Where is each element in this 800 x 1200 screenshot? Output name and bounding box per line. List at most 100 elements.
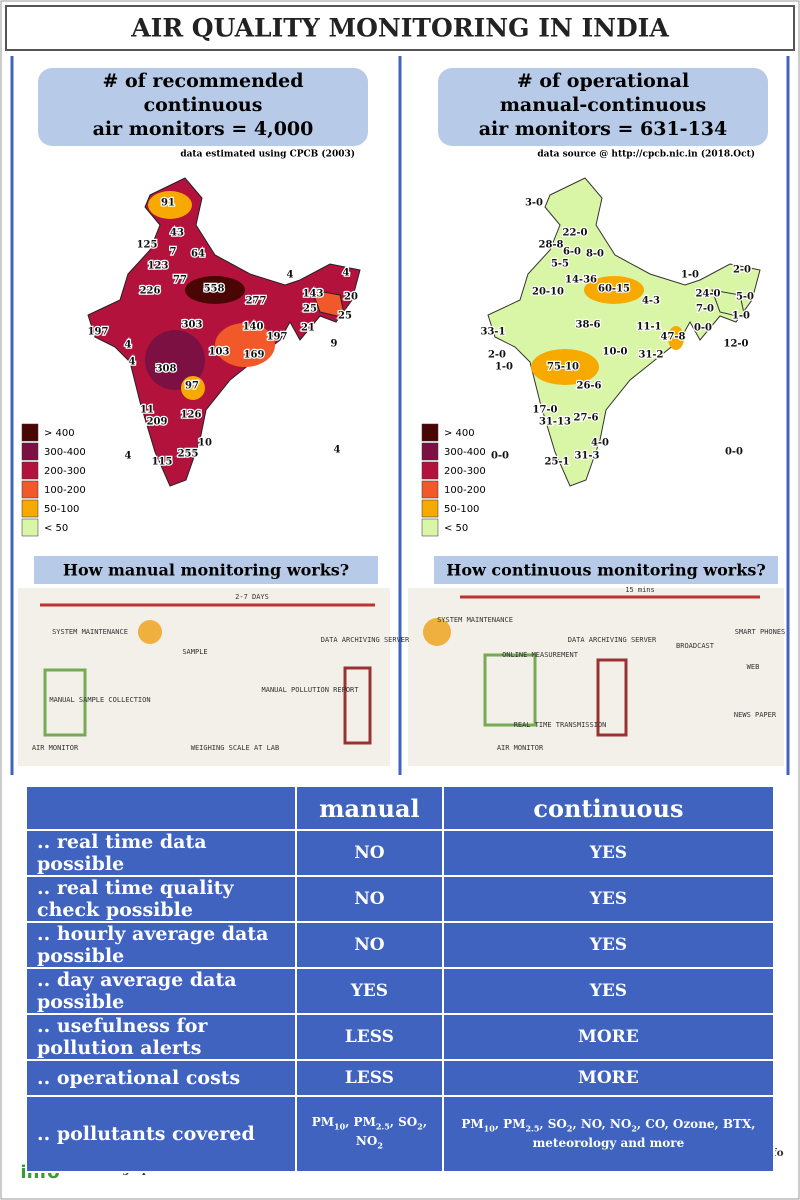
sketch-label: WEIGHING SCALE AT LAB	[191, 744, 280, 752]
sketch-label: WEB	[747, 663, 760, 671]
legend-label: 50-100	[444, 504, 479, 515]
map-label: 169	[244, 350, 265, 361]
map-label: 21	[301, 323, 315, 334]
map-label: 24-0	[695, 289, 720, 300]
map-label: 6-0	[563, 247, 581, 258]
text-segment: PM	[311, 1114, 335, 1129]
map-label: 8-0	[586, 249, 604, 260]
legend-swatch	[421, 423, 439, 442]
map-label: 0-0	[725, 447, 743, 458]
map-label: 26-6	[576, 381, 601, 392]
heading-line: air monitors = 4,000	[93, 118, 314, 140]
table-cell: .. pollutants covered	[25, 1095, 297, 1173]
sketch-label: MANUAL SAMPLE COLLECTION	[49, 696, 150, 704]
map-label: 31-3	[574, 451, 599, 462]
table-cell: NO	[294, 829, 444, 877]
sketch-continuous	[408, 588, 784, 766]
map-label: 1-0	[495, 362, 513, 373]
map-label: 20-10	[532, 287, 564, 298]
text-segment: 2	[566, 1123, 573, 1134]
map-label: 25	[338, 311, 352, 322]
legend-swatch	[421, 499, 439, 518]
sun	[423, 618, 451, 646]
sketch-label: AIR MONITOR	[32, 744, 79, 752]
table-cell: .. real time quality check possible	[25, 875, 297, 923]
text-segment: 2	[417, 1121, 423, 1131]
sketch-drawing	[40, 595, 760, 745]
map-label: 125	[137, 240, 158, 251]
map-label: 7-0	[696, 304, 714, 315]
legend-swatch	[21, 461, 39, 480]
legend-label: 100-200	[444, 485, 486, 496]
table-cell: YES	[441, 875, 776, 923]
sketch-label: SMART PHONES	[735, 628, 786, 636]
header-row: manual continuous	[25, 785, 776, 831]
table-cell: YES	[441, 829, 776, 877]
map-label: 3-0	[525, 198, 543, 209]
legend-swatch	[21, 423, 39, 442]
map-label: 115	[152, 457, 173, 468]
map-label: 75-10	[547, 362, 579, 373]
heading-line: air monitors = 631-134	[479, 118, 727, 140]
table-row: .. day average data possible YES YES	[25, 967, 776, 1015]
map-label: 123	[148, 261, 169, 272]
comparison-table: manual continuous.. real time data possib…	[25, 785, 776, 1173]
map-label: 1-0	[732, 311, 750, 322]
table-row: .. real time data possible NO YES	[25, 829, 776, 877]
map-label: 140	[243, 322, 264, 333]
map-label: 197	[88, 327, 109, 338]
table-cell: NO	[294, 875, 444, 923]
map-label: 143	[303, 289, 324, 300]
table-cell: NO	[294, 921, 444, 969]
map-label: 12-0	[723, 339, 748, 350]
sketch-label: NEWS PAPER	[734, 711, 777, 719]
sketch-label: DATA ARCHIVING SERVER	[321, 636, 410, 644]
legend-label: < 50	[44, 523, 68, 534]
map-label: 17-0	[532, 405, 557, 416]
map-label: 91	[161, 198, 175, 209]
map-label: 4	[125, 451, 132, 462]
map-label: 0-0	[694, 323, 712, 334]
map-label: 4	[334, 445, 341, 456]
header-cell: continuous	[441, 785, 776, 831]
map-label: 43	[170, 228, 184, 239]
map-label: 27-6	[573, 413, 598, 424]
map-left	[87, 177, 361, 487]
table-row: .. real time quality check possible NO YES	[25, 875, 776, 923]
map-label: 197	[267, 332, 288, 343]
heading-box	[438, 68, 768, 146]
map-label: 25	[303, 304, 317, 315]
heading-box	[38, 68, 368, 146]
heading-line: # of recommended	[102, 70, 303, 92]
map-label: 47-8	[660, 332, 685, 343]
legend-swatch	[21, 442, 39, 461]
sketch-label: DATA ARCHIVING SERVER	[568, 636, 657, 644]
map-label: 31-13	[539, 417, 571, 428]
map-label: 4-3	[642, 296, 660, 307]
title: AIR QUALITY MONITORING IN INDIA	[130, 14, 669, 43]
table-cell: PM10, PM2.5, SO2, NO2	[294, 1095, 444, 1173]
map-label: 226	[140, 286, 161, 297]
sketch-label: 15 mins	[625, 586, 655, 594]
text-segment: , PM	[345, 1114, 376, 1129]
map-label: 0-0	[491, 451, 509, 462]
table-cell: LESS	[294, 1059, 444, 1097]
map-label: 4	[129, 357, 136, 368]
map-label: 5-5	[551, 259, 569, 270]
map-label: 4-0	[591, 438, 609, 449]
map-label: 25-1	[544, 457, 569, 468]
map-label: 22-0	[562, 228, 587, 239]
how-box	[34, 556, 378, 584]
legend-label: 200-300	[44, 466, 86, 477]
text-segment: , CO, Ozone, BTX, meteorology and more	[532, 1116, 756, 1151]
header-cell	[25, 785, 297, 831]
map-label: 10-0	[602, 347, 627, 358]
header-cell: manual	[294, 785, 444, 831]
text-segment: , PM	[494, 1116, 526, 1131]
map-label: 308	[156, 364, 177, 375]
map-label: 277	[246, 296, 267, 307]
map-label: 558	[204, 284, 225, 295]
text-segment: , SO	[539, 1116, 567, 1131]
